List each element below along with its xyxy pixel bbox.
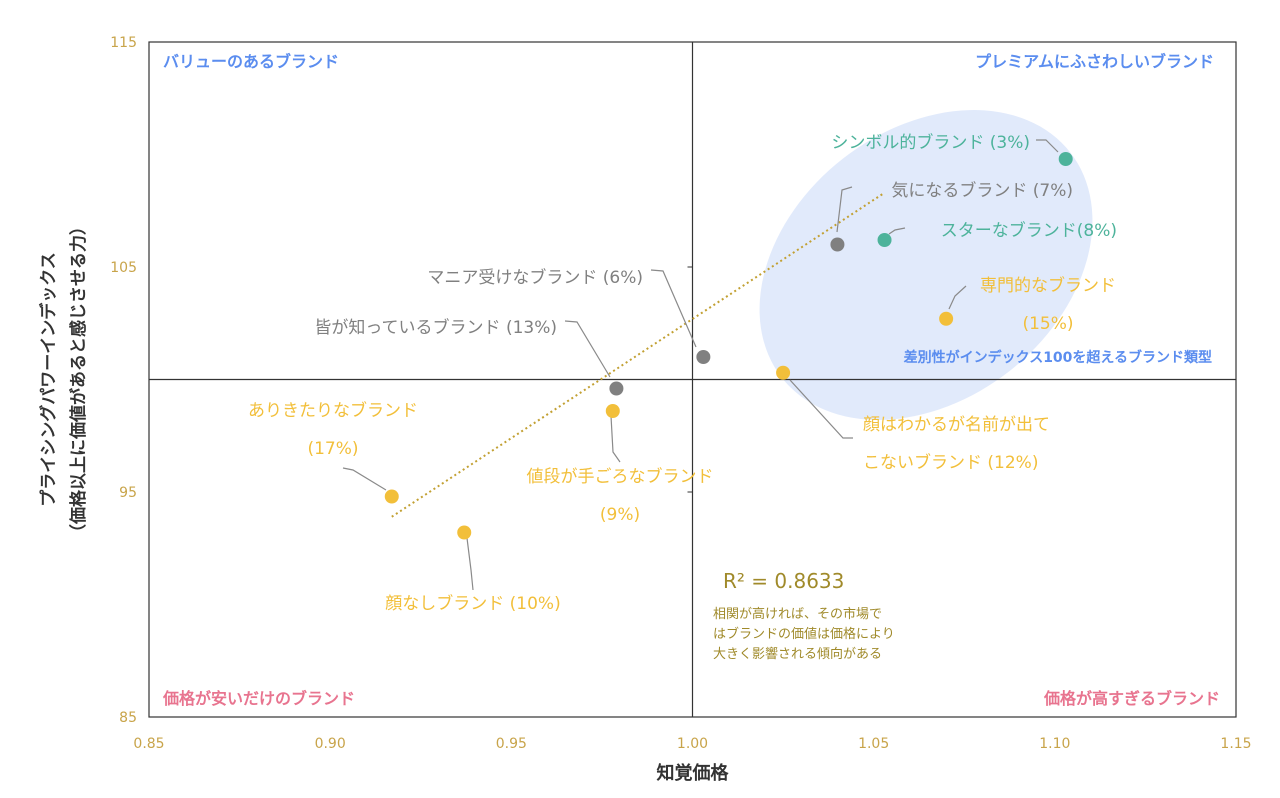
point-label: 気になるブランド (7%) [891, 180, 1073, 201]
leader-line [948, 285, 967, 310]
point-label: 皆が知っているブランド (13%) [314, 317, 557, 338]
point-label-line: マニア受けなブランド (6%) [427, 267, 643, 288]
x-tick-label: 0.85 [133, 736, 164, 752]
leader-line [836, 186, 853, 233]
point-label-line: 気になるブランド (7%) [891, 180, 1073, 201]
y-axis-title: プライシングパワーインデックス [38, 252, 59, 507]
data-point [609, 381, 624, 396]
point-label: ありきたりなブランド (17%) [248, 400, 418, 459]
quadrant-label-top-left: バリューのあるブランド [163, 52, 339, 71]
x-tick-label: 0.90 [315, 736, 346, 752]
y-tick-label: 85 [119, 710, 137, 726]
point-label: 顔なしブランド (10%) [385, 593, 560, 614]
data-point [776, 365, 791, 380]
leader-line [888, 227, 906, 235]
data-point [457, 525, 472, 540]
leader-line [789, 379, 853, 439]
point-label-line: スターなブランド(8%) [941, 220, 1117, 241]
leader-line [650, 269, 697, 348]
regression-note: はブランドの価値は価格により [713, 626, 895, 642]
quadrant-label-bottom-left: 価格が安いだけのブランド [162, 689, 355, 708]
x-tick-label: 0.95 [496, 736, 527, 752]
data-point [696, 350, 711, 364]
point-label-line: 専門的なブランド [980, 275, 1116, 296]
trendline [391, 191, 886, 518]
x-tick-label: 1.05 [858, 736, 889, 752]
leader-line [466, 537, 474, 591]
point-label-line: ありきたりなブランド [248, 400, 418, 421]
point-label-line: (17%) [307, 439, 358, 459]
point-label-line: シンボル的ブランド (3%) [831, 132, 1030, 153]
r2-label: R² = 0.8633 [723, 569, 844, 593]
data-point [384, 489, 399, 504]
y-tick-label: 115 [110, 35, 137, 51]
data-point [877, 233, 892, 247]
leader-line [564, 320, 611, 378]
regression-note: 相関が高ければ、その市場で [713, 606, 882, 622]
x-axis-title: 知覚価格 [657, 762, 730, 784]
x-tick-label: 1.00 [677, 736, 708, 752]
x-tick-label: 1.15 [1220, 736, 1251, 752]
point-label-line: 顔なしブランド (10%) [385, 593, 560, 614]
regression-note: 大きく影響される傾向がある [713, 646, 882, 662]
point-label-line: (15%) [1022, 314, 1073, 334]
data-point [605, 404, 620, 418]
quadrant-label-bottom-right: 価格が高すぎるブランド [1043, 689, 1220, 708]
leader-line [1036, 139, 1059, 153]
data-point [1058, 152, 1073, 166]
point-label: 専門的なブランド (15%) [980, 275, 1116, 334]
leader-line [610, 415, 621, 463]
point-label-line: 皆が知っているブランド (13%) [314, 317, 557, 338]
point-label: スターなブランド(8%) [941, 220, 1117, 241]
point-label-line: こないブランド (12%) [863, 452, 1038, 473]
quadrant-label-top-right: プレミアムにふさわしいブランド [975, 52, 1214, 71]
point-label-line: (9%) [600, 505, 640, 525]
point-label: 値段が手ごろなブランド (9%) [527, 466, 714, 525]
ellipse-label: 差別性がインデックス100を超えるブランド類型 [904, 349, 1212, 366]
point-label: マニア受けなブランド (6%) [427, 267, 643, 288]
y-tick-label: 105 [110, 260, 137, 276]
point-label: 顔はわかるが名前が出てこないブランド (12%) [863, 415, 1050, 473]
data-point [939, 311, 954, 326]
highlight-ellipse [759, 110, 1093, 420]
point-label: シンボル的ブランド (3%) [831, 132, 1030, 153]
data-point [830, 237, 845, 252]
leader-line [342, 467, 387, 491]
y-axis-subtitle: （価格以上に価値があると感じさせる力） [68, 218, 89, 541]
point-label-line: 顔はわかるが名前が出て [863, 415, 1050, 435]
point-label-line: 値段が手ごろなブランド [527, 466, 714, 487]
y-tick-label: 95 [119, 485, 137, 501]
x-tick-label: 1.10 [1039, 736, 1070, 752]
